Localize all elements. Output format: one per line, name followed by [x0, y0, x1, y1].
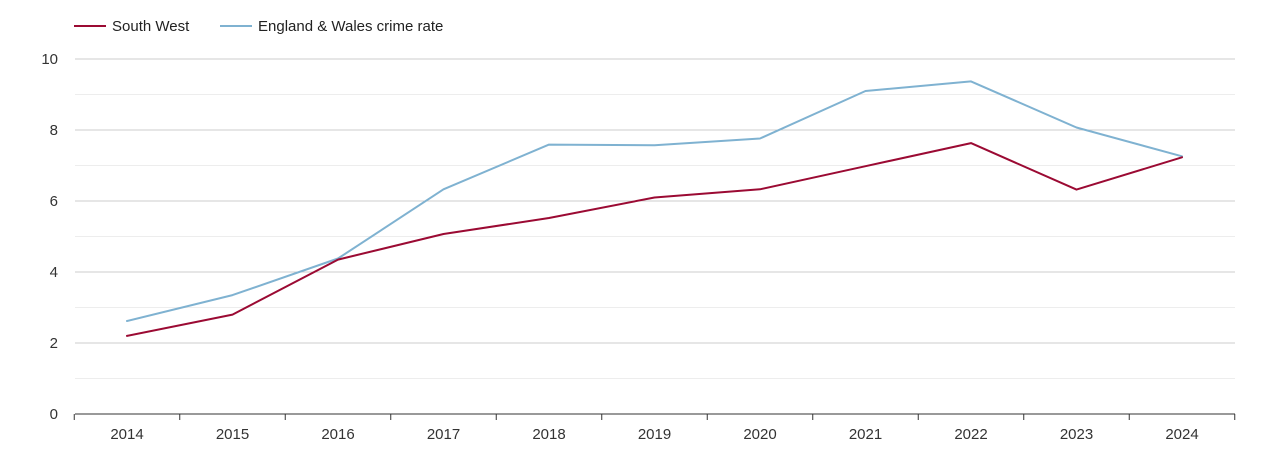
- x-tick-label: 2024: [1165, 426, 1198, 443]
- x-tick-label: 2015: [216, 426, 249, 443]
- y-axis: 0 2 4 6 8 10: [41, 51, 58, 423]
- y-tick-label: 8: [50, 122, 58, 139]
- y-tick-label: 4: [50, 264, 58, 281]
- legend-label-england-wales: England & Wales crime rate: [258, 18, 443, 35]
- y-tick-label: 0: [50, 406, 58, 423]
- y-tick-label: 10: [41, 51, 58, 68]
- series-line-england-wales: [126, 80, 1183, 322]
- grid-lines: [75, 58, 1235, 379]
- x-tick-label: 2017: [427, 426, 460, 443]
- x-tick-label: 2021: [849, 426, 882, 443]
- x-tick-label: 2016: [321, 426, 354, 443]
- x-axis: 2014 2015 2016 2017 2018 2019 2020 2021 2022 2023…: [73, 413, 1236, 443]
- series-line-south-west: [126, 142, 1183, 337]
- legend-label-south-west: South West: [112, 18, 190, 35]
- y-tick-label: 6: [50, 193, 58, 210]
- x-tick-label: 2020: [743, 426, 776, 443]
- x-tick-label: 2022: [954, 426, 987, 443]
- series-lines: [126, 80, 1183, 337]
- x-tick-label: 2018: [532, 426, 565, 443]
- legend: South West England & Wales crime rate: [74, 18, 443, 35]
- x-tick-label: 2023: [1060, 426, 1093, 443]
- x-tick-label: 2014: [110, 426, 143, 443]
- x-tick-label: 2019: [638, 426, 671, 443]
- y-tick-label: 2: [50, 335, 58, 352]
